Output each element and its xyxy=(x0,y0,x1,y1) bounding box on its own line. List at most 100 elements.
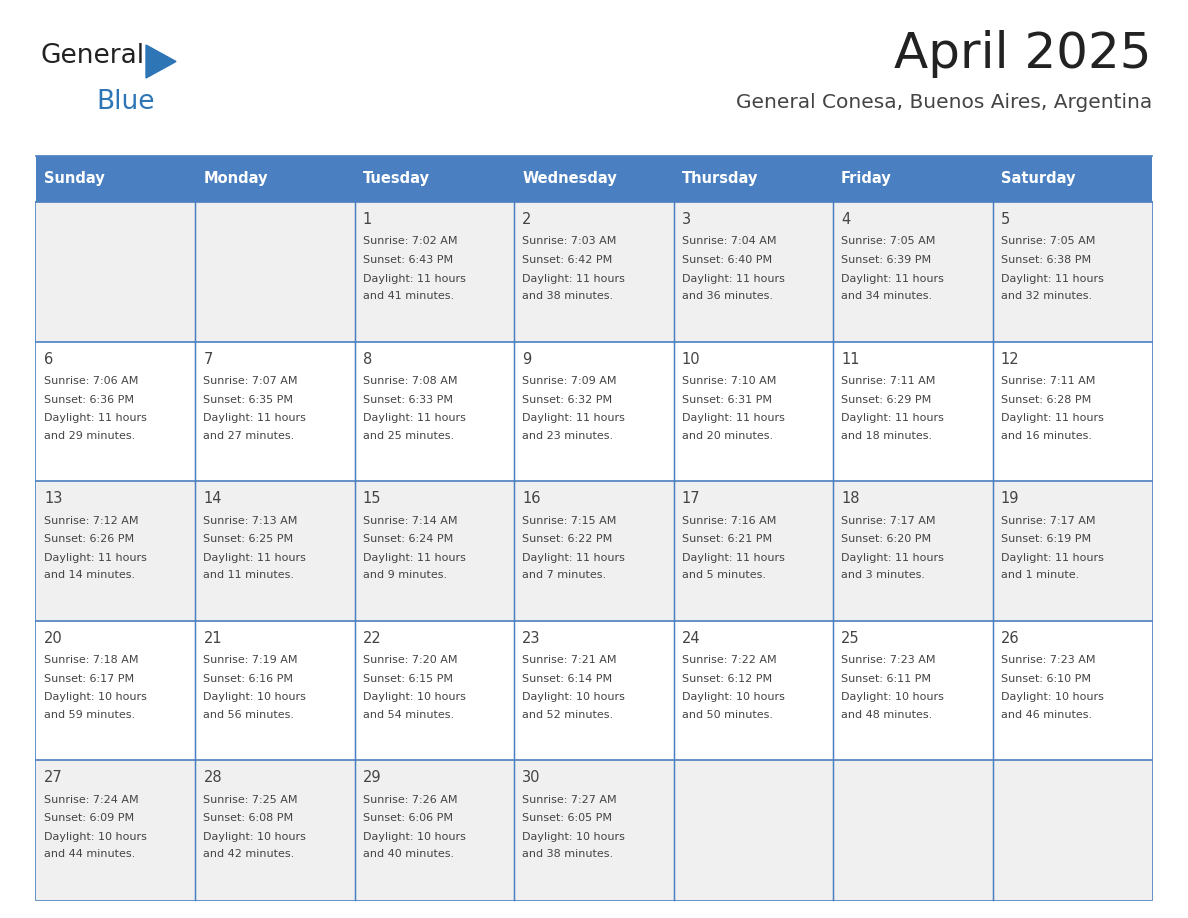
Text: 24: 24 xyxy=(682,631,700,645)
Text: Daylight: 11 hours: Daylight: 11 hours xyxy=(362,553,466,563)
Text: Daylight: 10 hours: Daylight: 10 hours xyxy=(362,832,466,842)
Text: Daylight: 10 hours: Daylight: 10 hours xyxy=(362,692,466,702)
Bar xyxy=(36,481,196,621)
Text: Sunset: 6:12 PM: Sunset: 6:12 PM xyxy=(682,674,772,684)
Bar xyxy=(514,481,674,621)
Text: Sunrise: 7:05 AM: Sunrise: 7:05 AM xyxy=(1000,237,1095,247)
Text: Sunrise: 7:27 AM: Sunrise: 7:27 AM xyxy=(523,795,617,805)
Bar xyxy=(196,760,355,900)
Text: 18: 18 xyxy=(841,491,860,506)
Bar xyxy=(355,621,514,760)
Text: and 44 minutes.: and 44 minutes. xyxy=(44,849,135,859)
Text: Tuesday: Tuesday xyxy=(362,172,430,186)
Text: 1: 1 xyxy=(362,212,372,227)
Text: Sunrise: 7:11 AM: Sunrise: 7:11 AM xyxy=(1000,376,1095,386)
Text: Daylight: 11 hours: Daylight: 11 hours xyxy=(841,553,944,563)
Bar xyxy=(674,481,833,621)
Text: Sunrise: 7:25 AM: Sunrise: 7:25 AM xyxy=(203,795,298,805)
Text: and 40 minutes.: and 40 minutes. xyxy=(362,849,454,859)
Text: 22: 22 xyxy=(362,631,381,645)
Text: 11: 11 xyxy=(841,352,860,366)
Bar xyxy=(992,481,1152,621)
Text: Sunrise: 7:07 AM: Sunrise: 7:07 AM xyxy=(203,376,298,386)
Bar xyxy=(674,621,833,760)
Text: Sunrise: 7:09 AM: Sunrise: 7:09 AM xyxy=(523,376,617,386)
Text: Daylight: 11 hours: Daylight: 11 hours xyxy=(203,553,307,563)
Text: and 5 minutes.: and 5 minutes. xyxy=(682,570,766,580)
Text: Daylight: 11 hours: Daylight: 11 hours xyxy=(682,413,784,423)
Bar xyxy=(833,341,992,481)
Text: Daylight: 10 hours: Daylight: 10 hours xyxy=(203,832,307,842)
Text: General Conesa, Buenos Aires, Argentina: General Conesa, Buenos Aires, Argentina xyxy=(735,93,1152,112)
Text: 9: 9 xyxy=(523,352,531,366)
Text: 14: 14 xyxy=(203,491,222,506)
Text: Daylight: 11 hours: Daylight: 11 hours xyxy=(203,413,307,423)
Text: and 54 minutes.: and 54 minutes. xyxy=(362,710,454,720)
Text: and 38 minutes.: and 38 minutes. xyxy=(523,291,613,301)
Text: Sunrise: 7:23 AM: Sunrise: 7:23 AM xyxy=(841,655,936,666)
Text: Daylight: 10 hours: Daylight: 10 hours xyxy=(44,692,147,702)
Text: Daylight: 11 hours: Daylight: 11 hours xyxy=(523,413,625,423)
Text: Sunset: 6:29 PM: Sunset: 6:29 PM xyxy=(841,395,931,405)
Bar xyxy=(196,621,355,760)
Text: Sunrise: 7:10 AM: Sunrise: 7:10 AM xyxy=(682,376,776,386)
Text: and 16 minutes.: and 16 minutes. xyxy=(1000,431,1092,441)
Bar xyxy=(514,621,674,760)
Text: Sunrise: 7:14 AM: Sunrise: 7:14 AM xyxy=(362,516,457,526)
Text: 3: 3 xyxy=(682,212,690,227)
Bar xyxy=(674,341,833,481)
Text: Daylight: 11 hours: Daylight: 11 hours xyxy=(1000,413,1104,423)
Text: and 14 minutes.: and 14 minutes. xyxy=(44,570,135,580)
Text: Friday: Friday xyxy=(841,172,892,186)
Text: Sunrise: 7:17 AM: Sunrise: 7:17 AM xyxy=(1000,516,1095,526)
Bar xyxy=(674,760,833,900)
Bar xyxy=(992,621,1152,760)
Text: and 52 minutes.: and 52 minutes. xyxy=(523,710,613,720)
Text: Daylight: 11 hours: Daylight: 11 hours xyxy=(44,413,147,423)
Text: Sunrise: 7:24 AM: Sunrise: 7:24 AM xyxy=(44,795,139,805)
Text: Sunrise: 7:22 AM: Sunrise: 7:22 AM xyxy=(682,655,776,666)
Text: Sunset: 6:21 PM: Sunset: 6:21 PM xyxy=(682,534,772,544)
Text: and 9 minutes.: and 9 minutes. xyxy=(362,570,447,580)
Bar xyxy=(36,760,196,900)
Text: Sunrise: 7:23 AM: Sunrise: 7:23 AM xyxy=(1000,655,1095,666)
Text: 26: 26 xyxy=(1000,631,1019,645)
Text: and 42 minutes.: and 42 minutes. xyxy=(203,849,295,859)
Text: Sunrise: 7:04 AM: Sunrise: 7:04 AM xyxy=(682,237,776,247)
Bar xyxy=(36,202,196,341)
Text: Daylight: 10 hours: Daylight: 10 hours xyxy=(44,832,147,842)
Bar xyxy=(833,202,992,341)
Text: Sunrise: 7:16 AM: Sunrise: 7:16 AM xyxy=(682,516,776,526)
Bar xyxy=(196,481,355,621)
Text: 17: 17 xyxy=(682,491,700,506)
Text: and 38 minutes.: and 38 minutes. xyxy=(523,849,613,859)
Bar xyxy=(514,341,674,481)
Bar xyxy=(992,341,1152,481)
Bar xyxy=(992,760,1152,900)
Text: Sunrise: 7:15 AM: Sunrise: 7:15 AM xyxy=(523,516,617,526)
Text: and 59 minutes.: and 59 minutes. xyxy=(44,710,135,720)
Bar xyxy=(355,341,514,481)
Text: Daylight: 10 hours: Daylight: 10 hours xyxy=(523,692,625,702)
Text: Sunset: 6:15 PM: Sunset: 6:15 PM xyxy=(362,674,453,684)
Text: 20: 20 xyxy=(44,631,63,645)
Text: and 41 minutes.: and 41 minutes. xyxy=(362,291,454,301)
Text: Sunrise: 7:13 AM: Sunrise: 7:13 AM xyxy=(203,516,298,526)
Text: Monday: Monday xyxy=(203,172,268,186)
Polygon shape xyxy=(146,45,176,78)
Text: Sunset: 6:26 PM: Sunset: 6:26 PM xyxy=(44,534,134,544)
Text: and 20 minutes.: and 20 minutes. xyxy=(682,431,773,441)
Text: 19: 19 xyxy=(1000,491,1019,506)
Text: 29: 29 xyxy=(362,770,381,786)
Text: Sunrise: 7:08 AM: Sunrise: 7:08 AM xyxy=(362,376,457,386)
Text: Sunrise: 7:26 AM: Sunrise: 7:26 AM xyxy=(362,795,457,805)
Text: 23: 23 xyxy=(523,631,541,645)
Bar xyxy=(36,202,1152,900)
Text: 12: 12 xyxy=(1000,352,1019,366)
Text: 5: 5 xyxy=(1000,212,1010,227)
Text: and 36 minutes.: and 36 minutes. xyxy=(682,291,772,301)
Text: Sunrise: 7:02 AM: Sunrise: 7:02 AM xyxy=(362,237,457,247)
Bar xyxy=(674,202,833,341)
Text: and 29 minutes.: and 29 minutes. xyxy=(44,431,135,441)
Text: Sunset: 6:06 PM: Sunset: 6:06 PM xyxy=(362,813,453,823)
